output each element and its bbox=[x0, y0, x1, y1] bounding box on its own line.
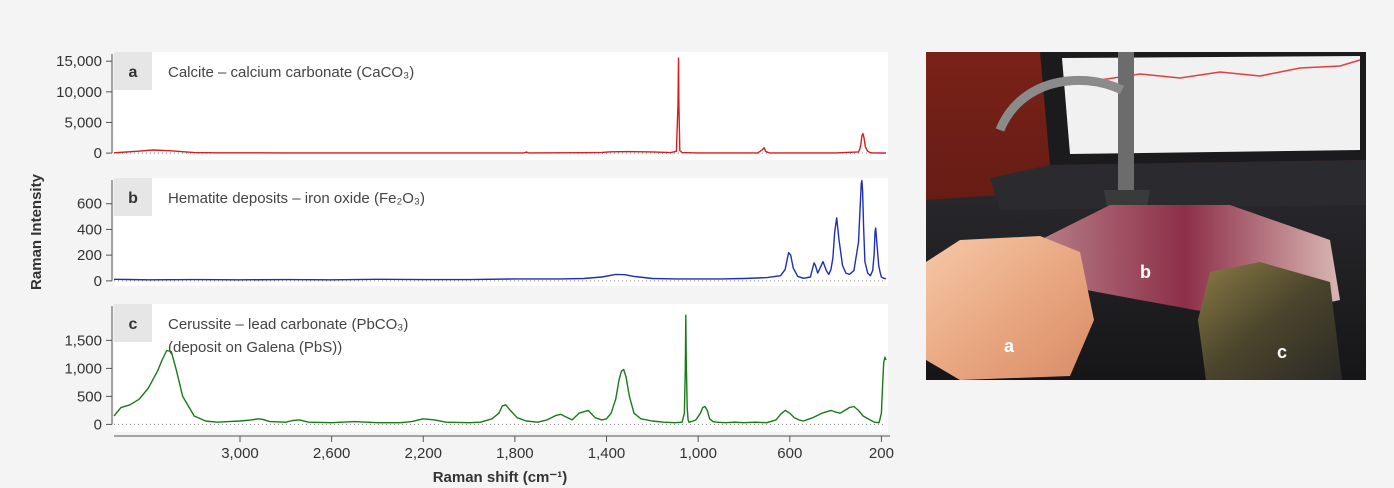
panel-b-y-tick-label: 600 bbox=[77, 196, 102, 213]
panel-c-subtitle: (deposit on Galena (PbS)) bbox=[168, 339, 342, 356]
panel-c-background bbox=[114, 304, 888, 432]
panel-a-y-tick-label: 10,000 bbox=[56, 84, 102, 101]
panel-b-letter: b bbox=[128, 190, 138, 207]
panel-c: c Cerussite – lead carbonate (PbCO₃) (de… bbox=[64, 304, 888, 433]
panel-c-letter: c bbox=[129, 316, 138, 333]
photo-laptop-screen bbox=[1062, 56, 1360, 154]
photo-screen-spectrum bbox=[1099, 59, 1361, 81]
panel-b-y-tick-label: 400 bbox=[77, 221, 102, 238]
panel-c-title: Cerussite – lead carbonate (PbCO₃) bbox=[168, 316, 408, 333]
panel-c-spectrum-line bbox=[113, 314, 887, 424]
photo-probe-rod bbox=[1118, 52, 1134, 232]
panel-b-axes: 0 200 400 600 bbox=[77, 180, 886, 290]
photo-galena-sample bbox=[1198, 262, 1342, 380]
panel-b-y-tick-label: 200 bbox=[77, 247, 102, 264]
panel-a-background bbox=[114, 52, 888, 160]
photo-laptop-keyboard bbox=[990, 160, 1366, 210]
panel-b-spectrum-line bbox=[113, 179, 887, 281]
panel-c-y-tick-label: 500 bbox=[77, 388, 102, 405]
photo-calcite-sample bbox=[926, 236, 1094, 380]
panel-c-axes: 0 500 1,000 1,500 bbox=[64, 306, 886, 433]
photo-label-b: b bbox=[1140, 262, 1151, 282]
x-tick-label: 2,600 bbox=[313, 445, 351, 462]
x-tick-label: 1,800 bbox=[496, 445, 534, 462]
panel-c-y-tick-label: 1,000 bbox=[64, 360, 102, 377]
panel-a-spectrum-line bbox=[113, 57, 886, 154]
panel-a-plot bbox=[113, 57, 886, 154]
panel-a-title: Calcite – calcium carbonate (CaCO₃) bbox=[168, 64, 414, 81]
panel-b: b Hematite deposits – iron oxide (Fe₂O₃)… bbox=[77, 178, 888, 290]
x-tick-label: 3,000 bbox=[221, 445, 259, 462]
photo-label-c: c bbox=[1277, 342, 1287, 362]
x-tick-label: 2,200 bbox=[404, 445, 442, 462]
photo-label-a: a bbox=[1004, 336, 1015, 356]
panel-b-title: Hematite deposits – iron oxide (Fe₂O₃) bbox=[168, 190, 425, 207]
x-tick-label: 1,400 bbox=[588, 445, 626, 462]
panel-a-letter: a bbox=[129, 64, 138, 81]
sample-photo: a b c bbox=[926, 52, 1366, 380]
panel-c-y-tick-label: 0 bbox=[94, 416, 102, 433]
panel-a: a Calcite – calcium carbonate (CaCO₃) 0 5… bbox=[56, 52, 888, 162]
x-tick-label: 1,000 bbox=[679, 445, 717, 462]
panel-b-y-tick-label: 0 bbox=[94, 273, 102, 290]
panel-a-y-tick-label: 5,000 bbox=[64, 114, 102, 131]
x-axis-title: Raman shift (cm⁻¹) bbox=[433, 469, 568, 486]
panel-c-y-tick-label: 1,500 bbox=[64, 332, 102, 349]
y-axis-title: Raman Intensity bbox=[28, 173, 45, 290]
panel-c-letter-box bbox=[114, 304, 152, 342]
x-tick-label: 200 bbox=[869, 445, 894, 462]
panel-b-letter-box bbox=[114, 178, 152, 216]
panel-c-plot bbox=[113, 314, 887, 424]
panel-b-background bbox=[114, 178, 888, 286]
photo-probe-cable bbox=[995, 75, 1124, 132]
panel-b-plot bbox=[113, 179, 887, 281]
x-tick-label: 600 bbox=[777, 445, 802, 462]
panel-a-letter-box bbox=[114, 52, 152, 90]
panel-a-y-tick-label: 0 bbox=[94, 145, 102, 162]
panel-a-y-tick-label: 15,000 bbox=[56, 53, 102, 70]
x-axis: 3,000 2,600 2,200 1,800 1,400 1,000 600 200 bbox=[114, 435, 894, 462]
